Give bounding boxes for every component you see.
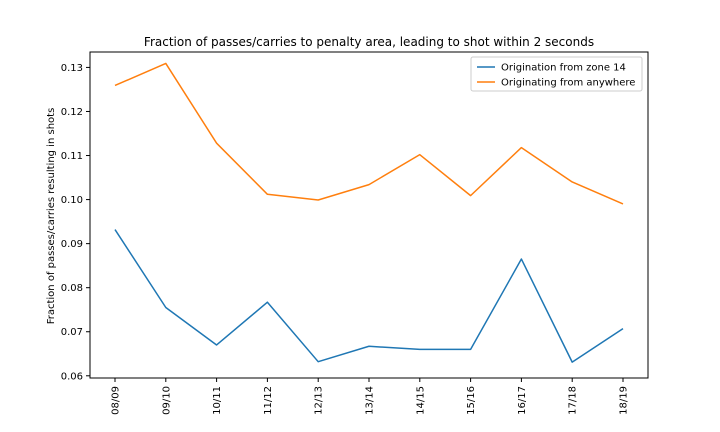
legend-label: Originating from anywhere [501, 78, 635, 89]
series-line-1 [114, 229, 624, 363]
x-tick-label: 09/10 [161, 386, 172, 415]
y-tick-label: 0.10 [61, 195, 83, 206]
x-tick-label: 15/16 [466, 386, 477, 415]
legend-box [470, 56, 643, 92]
x-tick-label: 12/13 [314, 386, 325, 415]
y-tick-label: 0.12 [61, 107, 83, 118]
axis-layer: 0.06 0.07 0.08 0.09 0.10 0.11 0.12 0.13 08/09 09/… [61, 63, 630, 415]
x-tick-label: 14/15 [415, 386, 426, 415]
y-tick-label: 0.13 [61, 63, 83, 74]
axes-frame [89, 51, 649, 379]
y-tick-label: 0.11 [61, 151, 83, 162]
y-tick-label: 0.07 [61, 327, 83, 338]
x-tick-label: 13/14 [365, 386, 376, 415]
x-tick-label: 08/09 [111, 386, 122, 415]
y-tick-label: 0.06 [61, 371, 83, 382]
x-tick-label: 16/17 [517, 386, 528, 415]
legend: Origination from zone 14 Originating from… [470, 56, 643, 92]
x-tick-label: 11/12 [263, 386, 274, 415]
chart-title: Fraction of passes/carries to penalty ar… [144, 35, 594, 49]
plot-area [89, 51, 649, 379]
series-layer [114, 62, 624, 363]
y-tick-label: 0.09 [61, 239, 83, 250]
legend-label: Origination from zone 14 [501, 63, 626, 74]
x-tick-label: 18/19 [619, 386, 630, 415]
x-tick-label: 10/11 [212, 386, 223, 415]
y-axis-label: Fraction of passes/carries resulting in … [46, 108, 57, 325]
x-tick-label: 17/18 [568, 386, 579, 415]
y-tick-label: 0.08 [61, 283, 83, 294]
